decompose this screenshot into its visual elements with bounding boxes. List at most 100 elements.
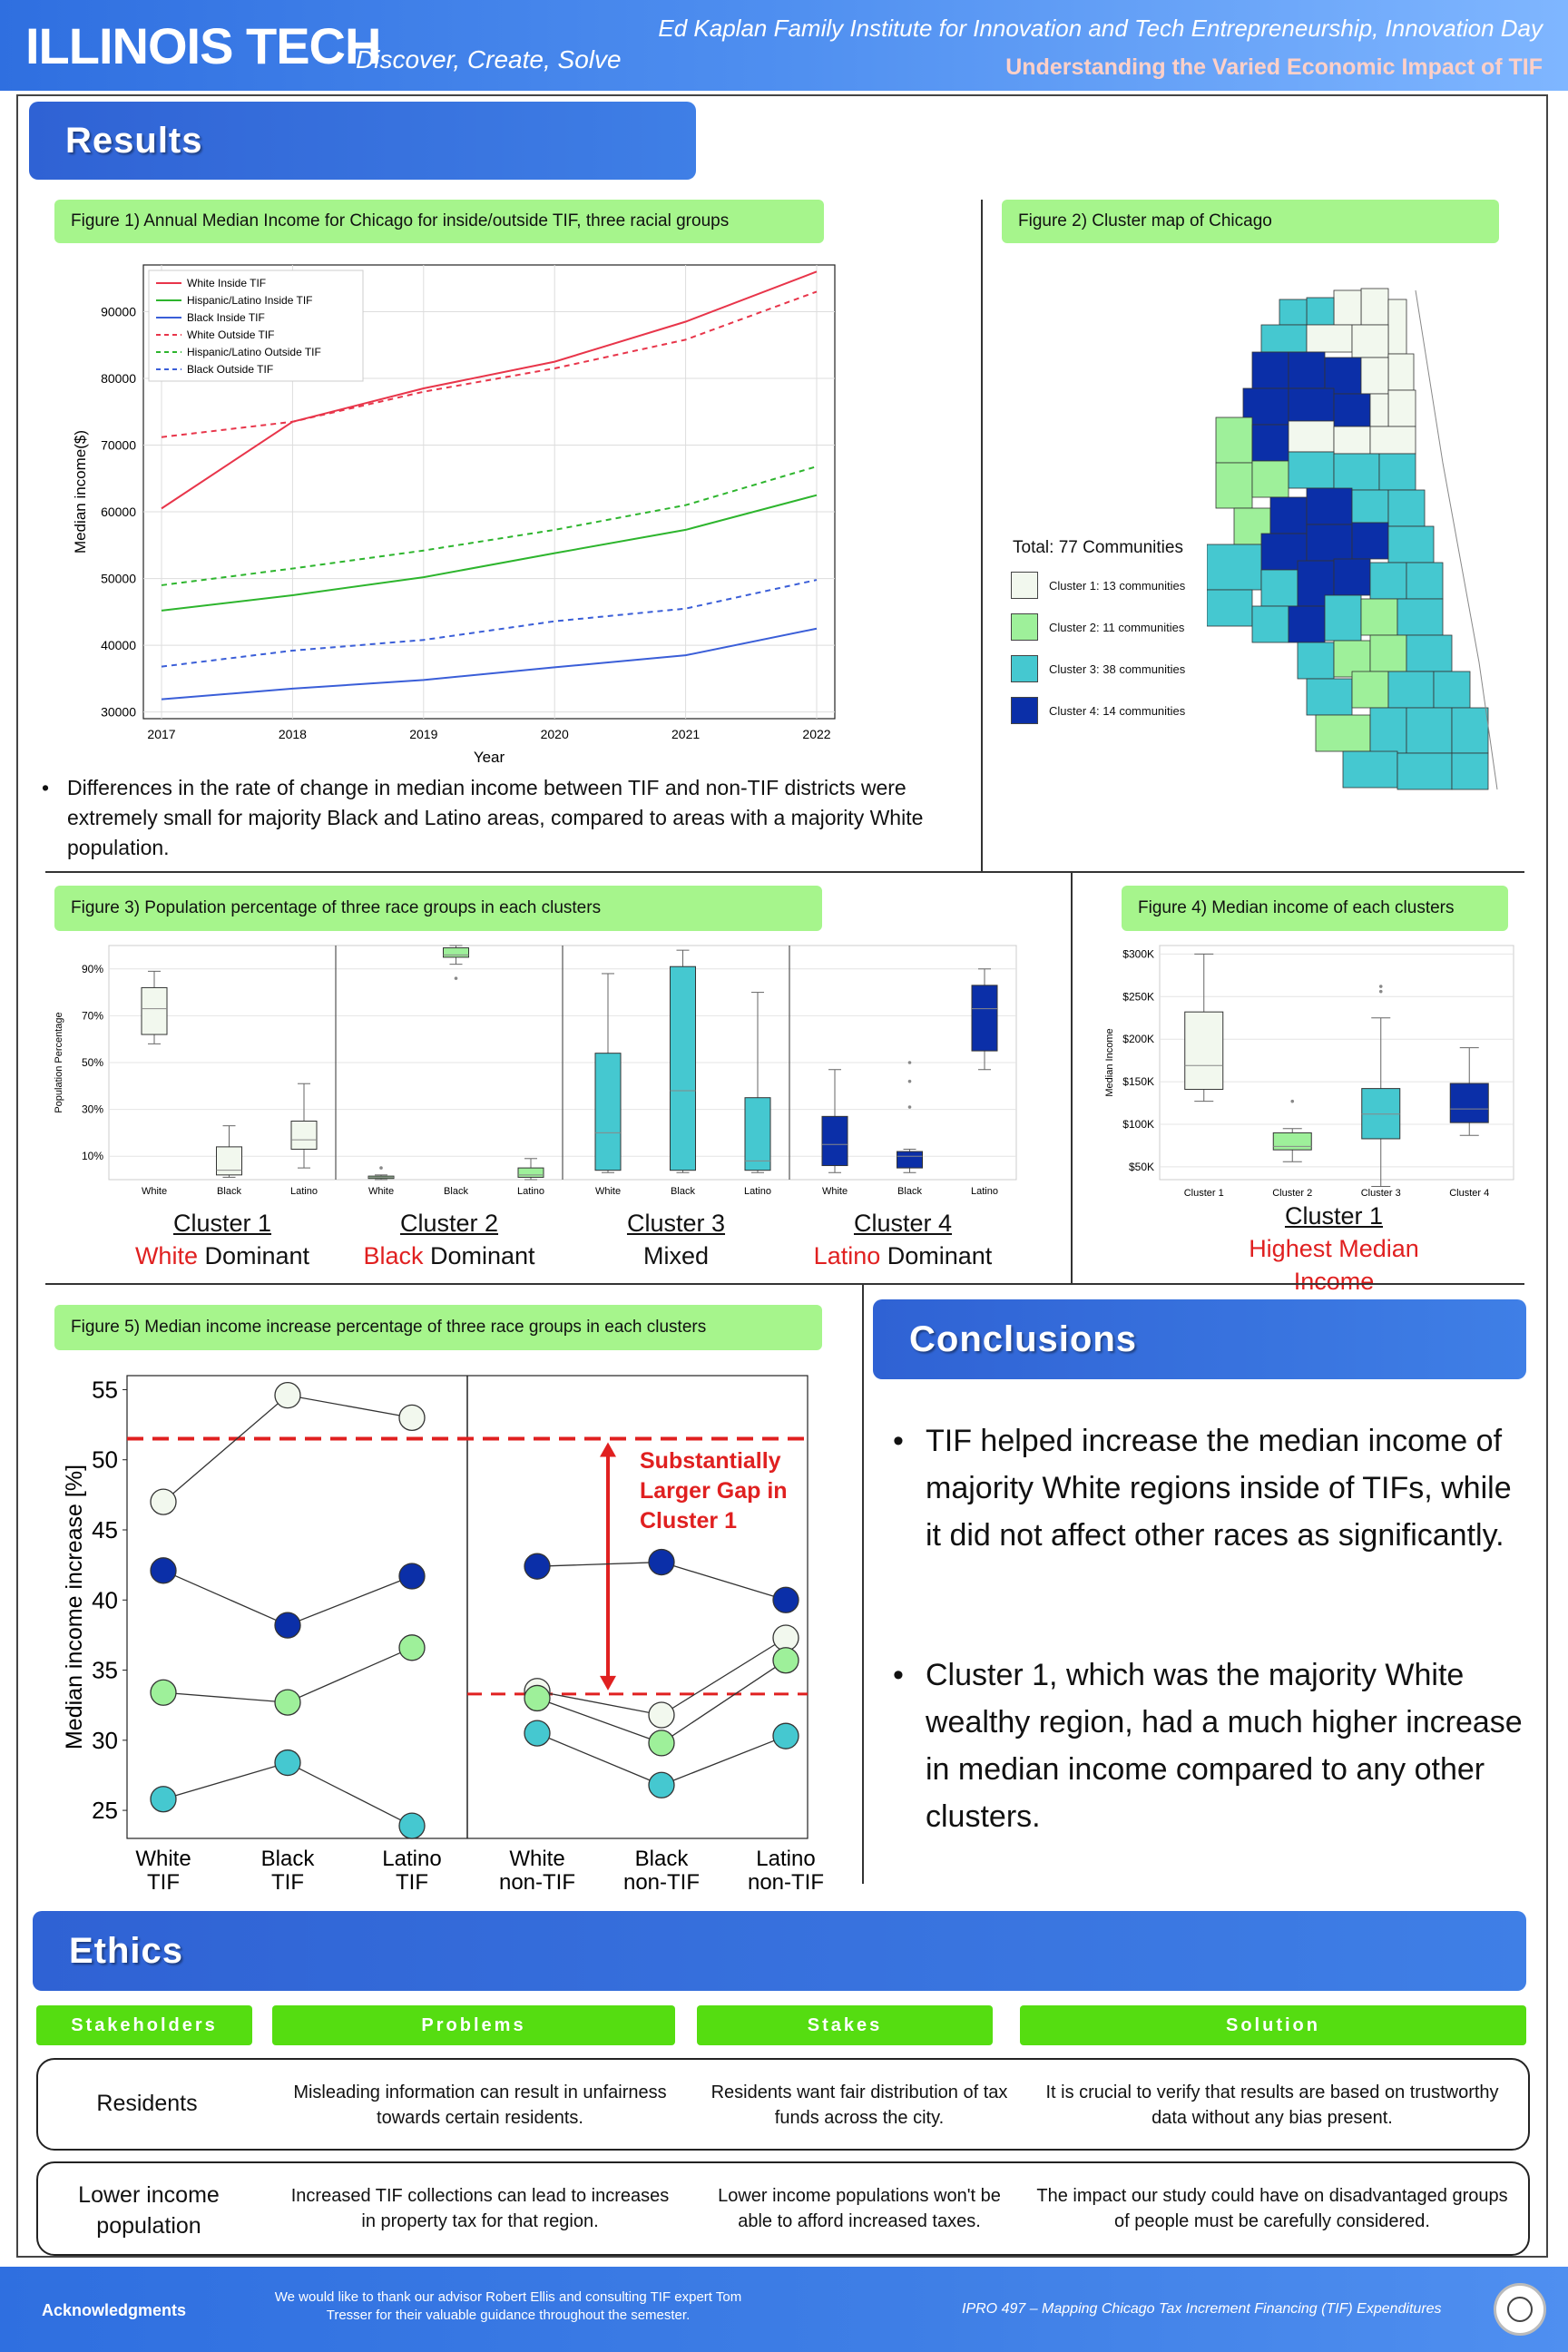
data-point (648, 1701, 675, 1729)
outlier (1378, 985, 1383, 988)
results-heading: Results (29, 102, 696, 180)
fig1-line-chart: 2017 2018 2019 2020 2021 2022 30000 40000 50000 6… (72, 264, 836, 766)
community-area (1333, 453, 1380, 491)
community-area (1406, 562, 1444, 600)
y-tick-label: $300K (1122, 947, 1154, 960)
data-point (274, 1381, 301, 1409)
x-tick-label: 2017 (147, 727, 175, 741)
data-point (524, 1720, 551, 1747)
ethics-header-stakes: Stakes (697, 2005, 993, 2045)
bullet-dot: • (893, 1658, 904, 1692)
community-area (1315, 714, 1371, 752)
x-tick-label: White (368, 1186, 394, 1197)
cluster-caption: Cluster 1 White Dominant (109, 1207, 336, 1272)
community-area (1351, 671, 1389, 709)
box (744, 1097, 771, 1171)
ethics-stakeholder: Lower income population (78, 2182, 220, 2239)
data-point (772, 1624, 799, 1651)
data-point (772, 1647, 799, 1674)
box (971, 985, 998, 1052)
divider (45, 1283, 1524, 1285)
community-area (1288, 351, 1326, 389)
ethics-problem: Increased TIF collections can lead to in… (290, 2186, 670, 2231)
y-tick-label: $50K (1129, 1161, 1154, 1173)
fig3-label: Figure 3) Population percentage of three… (54, 886, 822, 931)
y-tick-label: 50 (92, 1446, 118, 1474)
x-tick-label: 2019 (409, 727, 437, 741)
chicago-cluster-map (1207, 288, 1498, 790)
ethics-solution: The impact our study could have on disad… (1036, 2186, 1508, 2231)
data-point (398, 1563, 426, 1590)
ethics-stake: Lower income populations won't be able t… (718, 2186, 1001, 2231)
x-tick-label: 2020 (541, 727, 569, 741)
community-area (1297, 642, 1335, 680)
y-tick-label: 40000 (101, 638, 136, 652)
x-tick-label: non-TIF (499, 1870, 575, 1895)
cluster-caption: Cluster 3 Mixed (563, 1207, 789, 1272)
x-tick-label: White (142, 1186, 167, 1197)
series-line (161, 466, 818, 586)
community-area (1387, 525, 1435, 564)
project-title: Understanding the Varied Economic Impact… (1005, 54, 1543, 80)
legend-label: Hispanic/Latino Inside TIF (187, 294, 313, 307)
map-legend-item: Cluster 3: 38 communities (1011, 655, 1185, 682)
legend-label: Hispanic/Latino Outside TIF (187, 346, 321, 358)
legend-label: White Outside TIF (187, 328, 274, 341)
community-area (1288, 387, 1335, 422)
x-tick-label: Cluster 1 (1184, 1188, 1224, 1199)
x-tick-label: Black (671, 1186, 695, 1197)
data-point (398, 1404, 426, 1432)
series-line (161, 627, 818, 701)
box (670, 965, 696, 1171)
community-area (1387, 353, 1415, 391)
y-tick-label: $150K (1122, 1075, 1154, 1088)
divider (862, 1283, 864, 1884)
community-area (1215, 462, 1253, 509)
community-area (1215, 416, 1253, 464)
legend-box (148, 270, 364, 382)
x-tick-label: non-TIF (748, 1870, 824, 1895)
community-area (1351, 522, 1389, 560)
data-point (648, 1730, 675, 1757)
gap-annotation: Cluster 1 (640, 1508, 737, 1534)
conclusion-2-text: Cluster 1, which was the majority White … (926, 1658, 1523, 1834)
fig5-label: Figure 5) Median income increase percent… (54, 1305, 822, 1350)
box (290, 1121, 318, 1150)
legend-label: Black Outside TIF (187, 363, 273, 376)
y-tick-label: 70000 (101, 438, 136, 453)
x-tick-label: TIF (147, 1870, 180, 1895)
community-area (1451, 707, 1489, 754)
x-tick-label: Black (444, 1186, 468, 1197)
y-axis-label: Median income($) (72, 430, 89, 554)
x-tick-label: Latino (290, 1186, 318, 1197)
y-tick-label: 30 (92, 1727, 118, 1754)
series-line (161, 290, 818, 438)
y-tick-label: 55 (92, 1376, 118, 1403)
data-point (150, 1679, 177, 1706)
cluster-caption-subtitle: Mixed (642, 1242, 710, 1269)
cluster-caption: Cluster 4 Latino Dominant (789, 1207, 1016, 1272)
map-legend-item: Cluster 1: 13 communities (1011, 572, 1185, 599)
bullet-dot: • (893, 1424, 904, 1458)
outlier (1290, 1099, 1295, 1103)
conclusions-heading: Conclusions (873, 1299, 1526, 1379)
community-area (1369, 426, 1416, 455)
legend-swatch (1011, 655, 1038, 682)
community-area (1288, 420, 1335, 453)
x-tick-label: Latino (971, 1186, 998, 1197)
community-area (1306, 524, 1353, 562)
y-tick-label: 10% (82, 1150, 103, 1162)
gap-arrow-head (600, 1442, 616, 1457)
data-point (150, 1786, 177, 1813)
community-area (1333, 640, 1371, 678)
community-area (1406, 634, 1453, 672)
x-tick-label: 2022 (802, 727, 830, 741)
cluster-caption-subtitle: White Dominant (134, 1242, 310, 1269)
y-tick-label: $250K (1122, 990, 1154, 1003)
bullet-dot: • (42, 776, 50, 799)
data-point (524, 1684, 551, 1712)
community-area (1333, 289, 1362, 326)
community-area (1288, 605, 1326, 643)
community-area (1387, 489, 1426, 527)
y-tick-label: $200K (1122, 1033, 1154, 1045)
